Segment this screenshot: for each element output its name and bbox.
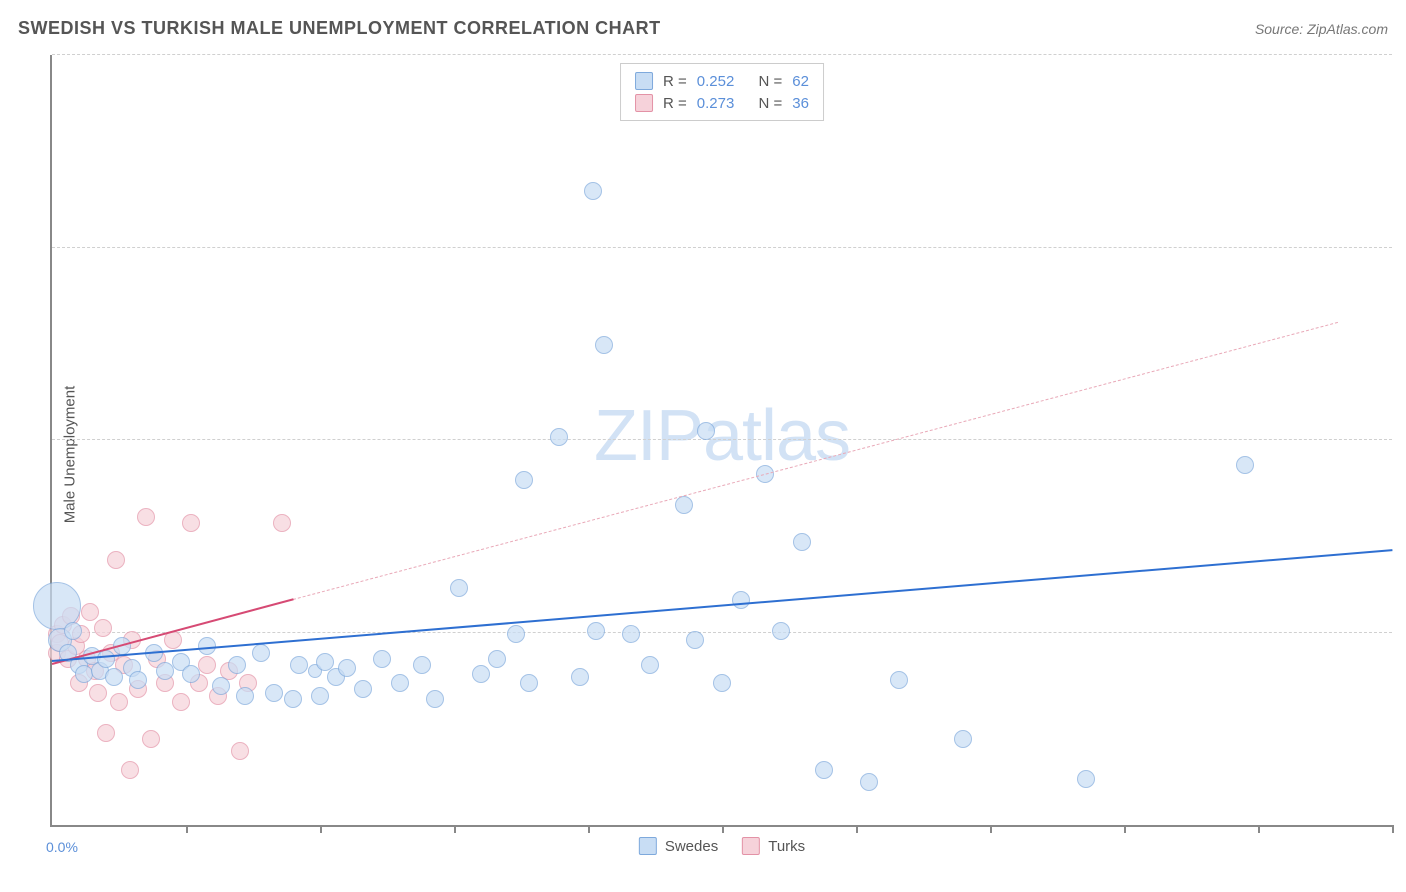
swedes-point <box>622 625 640 643</box>
swedes-point <box>793 533 811 551</box>
swedes-swatch-icon <box>639 837 657 855</box>
swedes-point <box>815 761 833 779</box>
correlation-stats-box: R = 0.252 N = 62 R = 0.273 N = 36 <box>620 63 824 121</box>
swedes-point <box>182 665 200 683</box>
x-tick <box>856 825 858 833</box>
gridline <box>52 632 1392 633</box>
chart-title: SWEDISH VS TURKISH MALE UNEMPLOYMENT COR… <box>18 18 661 39</box>
swedes-point <box>571 668 589 686</box>
turks-point <box>273 514 291 532</box>
swedes-point <box>507 625 525 643</box>
gridline <box>52 54 1392 55</box>
swedes-point <box>97 650 115 668</box>
swedes-point <box>311 687 329 705</box>
swedes-point <box>772 622 790 640</box>
x-tick <box>990 825 992 833</box>
x-tick-label: 50.0% <box>1400 839 1406 855</box>
swedes-point <box>105 668 123 686</box>
x-tick <box>186 825 188 833</box>
swedes-point <box>860 773 878 791</box>
swedes-point <box>697 422 715 440</box>
swedes-point <box>595 336 613 354</box>
turks-point <box>142 730 160 748</box>
x-tick <box>722 825 724 833</box>
swedes-point <box>675 496 693 514</box>
y-tick-label: 12.5% <box>1400 416 1406 432</box>
swedes-point <box>1236 456 1254 474</box>
swedes-point <box>426 690 444 708</box>
turks-point <box>172 693 190 711</box>
swedes-point <box>713 674 731 692</box>
swedes-trendline <box>52 549 1392 662</box>
x-tick <box>588 825 590 833</box>
turks-point <box>231 742 249 760</box>
gridline <box>52 247 1392 248</box>
x-tick-label: 0.0% <box>46 839 78 855</box>
swedes-point <box>129 671 147 689</box>
turks-point <box>137 508 155 526</box>
x-tick <box>1124 825 1126 833</box>
turks-trendline <box>293 322 1338 600</box>
swedes-point <box>584 182 602 200</box>
swedes-point <box>954 730 972 748</box>
swedes-point <box>641 656 659 674</box>
swedes-point <box>64 622 82 640</box>
swedes-swatch-icon <box>635 72 653 90</box>
swedes-point <box>228 656 246 674</box>
swedes-point <box>488 650 506 668</box>
swedes-point <box>472 665 490 683</box>
turks-point <box>121 761 139 779</box>
turks-point <box>198 656 216 674</box>
header: SWEDISH VS TURKISH MALE UNEMPLOYMENT COR… <box>18 18 1388 39</box>
turks-point <box>107 551 125 569</box>
swedes-point <box>450 579 468 597</box>
swedes-point <box>156 662 174 680</box>
swedes-point <box>75 665 93 683</box>
x-tick <box>454 825 456 833</box>
watermark: ZIPatlas <box>594 395 850 477</box>
legend-item-turks: Turks <box>742 837 805 855</box>
swedes-point <box>890 671 908 689</box>
x-tick <box>1392 825 1394 833</box>
turks-point <box>110 693 128 711</box>
turks-point <box>97 724 115 742</box>
turks-point <box>81 603 99 621</box>
swedes-point <box>1077 770 1095 788</box>
turks-point <box>94 619 112 637</box>
source-attribution: Source: ZipAtlas.com <box>1255 21 1388 37</box>
scatter-plot: ZIPatlas R = 0.252 N = 62 R = 0.273 N = … <box>50 55 1392 827</box>
turks-swatch-icon <box>742 837 760 855</box>
swedes-point <box>515 471 533 489</box>
legend: Swedes Turks <box>639 837 805 855</box>
legend-item-swedes: Swedes <box>639 837 718 855</box>
swedes-point <box>587 622 605 640</box>
swedes-point <box>338 659 356 677</box>
swedes-point <box>284 690 302 708</box>
y-tick-label: 6.3% <box>1400 609 1406 625</box>
swedes-point <box>265 684 283 702</box>
swedes-point <box>354 680 372 698</box>
swedes-point <box>212 677 230 695</box>
x-tick <box>1258 825 1260 833</box>
swedes-point <box>290 656 308 674</box>
turks-point <box>89 684 107 702</box>
y-tick-label: 18.8% <box>1400 224 1406 240</box>
swedes-point <box>686 631 704 649</box>
swedes-point <box>252 644 270 662</box>
swedes-point <box>413 656 431 674</box>
x-tick <box>320 825 322 833</box>
swedes-point <box>550 428 568 446</box>
stats-row-turks: R = 0.273 N = 36 <box>635 92 809 114</box>
swedes-point <box>391 674 409 692</box>
turks-point <box>182 514 200 532</box>
turks-swatch-icon <box>635 94 653 112</box>
swedes-point <box>236 687 254 705</box>
stats-row-swedes: R = 0.252 N = 62 <box>635 70 809 92</box>
swedes-point <box>373 650 391 668</box>
swedes-point <box>520 674 538 692</box>
y-tick-label: 25.0% <box>1400 31 1406 47</box>
swedes-point <box>732 591 750 609</box>
gridline <box>52 439 1392 440</box>
